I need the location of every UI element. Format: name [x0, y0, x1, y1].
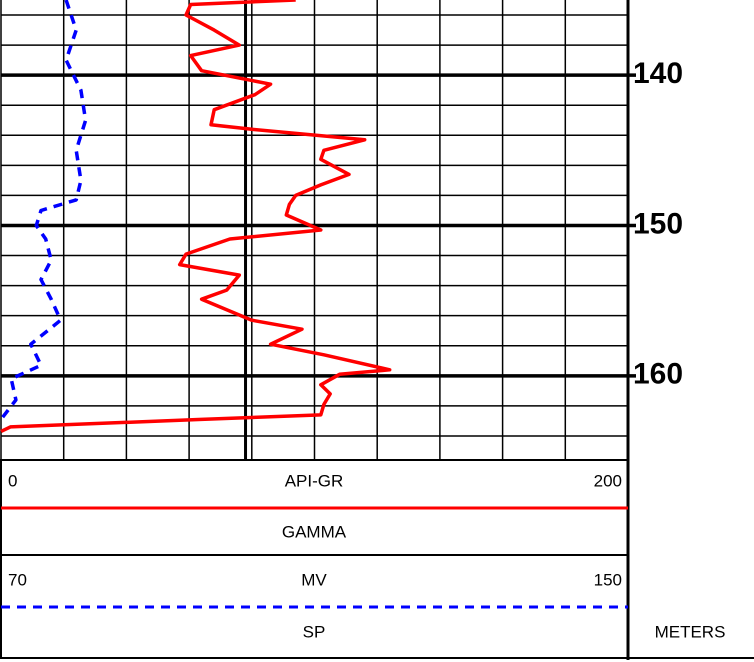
sp-units: MV	[301, 570, 327, 589]
depth-tick-label: 150	[633, 207, 683, 240]
depth-tick-label: 140	[633, 57, 683, 90]
gamma-max: 200	[594, 471, 622, 490]
curves	[0, 0, 392, 433]
sp-min: 70	[8, 570, 27, 589]
depth-units: METERS	[655, 622, 726, 641]
gamma-min: 0	[8, 471, 17, 490]
gamma-units: API-GR	[285, 471, 344, 490]
gamma-name: GAMMA	[282, 522, 347, 541]
sp-name: SP	[303, 622, 326, 641]
grid: 140 150 160	[0, 0, 683, 461]
log-curve	[0, 0, 88, 421]
depth-tick-label: 160	[633, 358, 683, 391]
sp-max: 150	[594, 570, 622, 589]
log-curve	[0, 0, 392, 433]
